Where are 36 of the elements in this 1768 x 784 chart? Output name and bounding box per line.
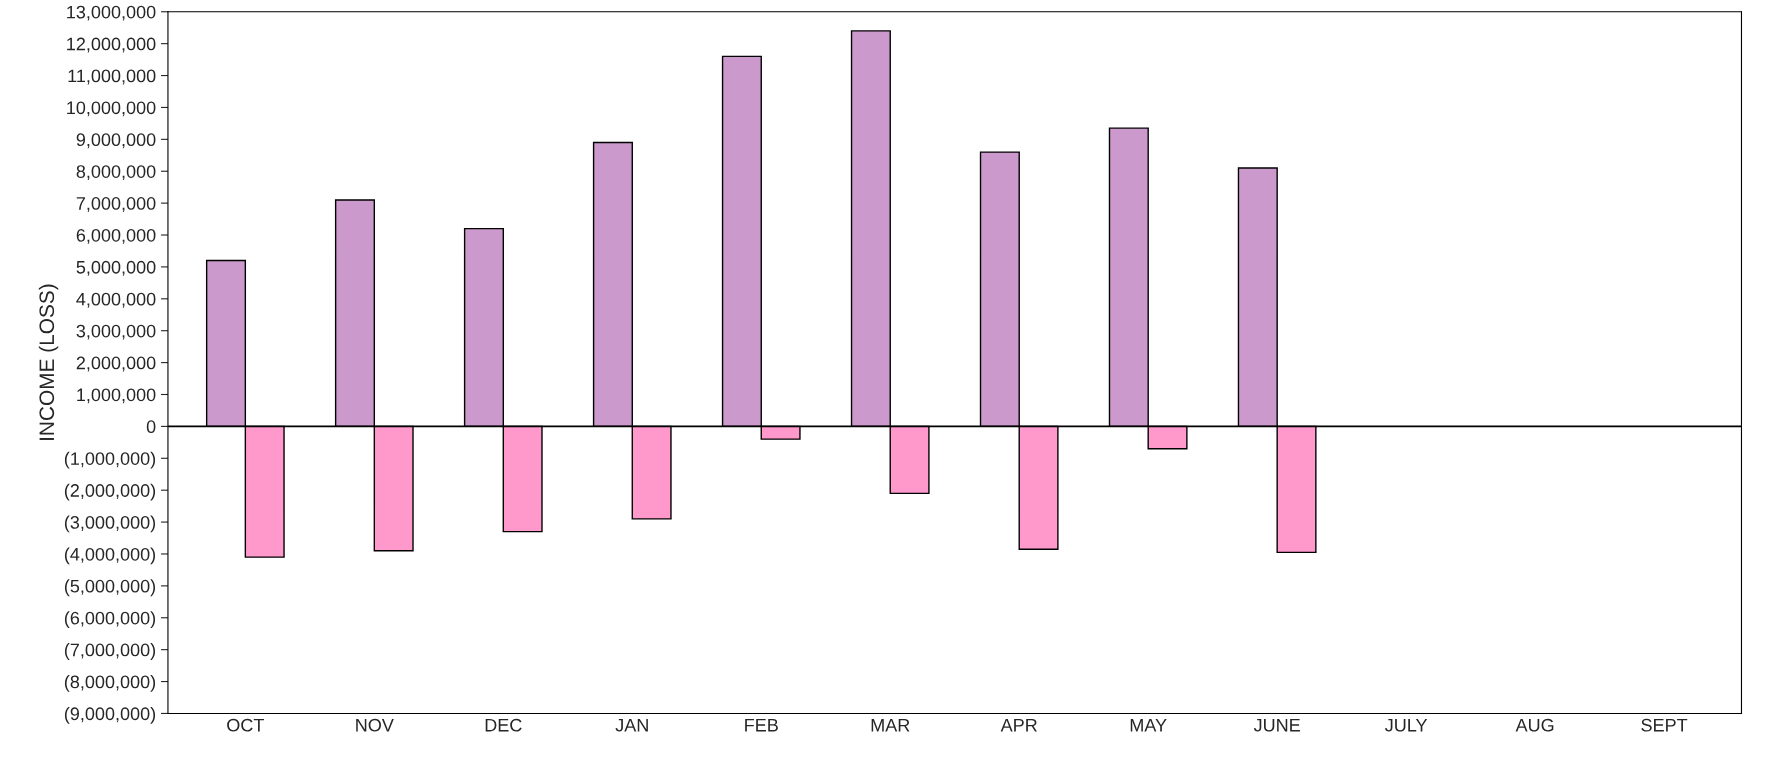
- y-tick-label: (5,000,000): [64, 579, 156, 597]
- y-tick-label: 13,000,000: [67, 5, 156, 21]
- y-tick-label: 8,000,000: [76, 165, 156, 181]
- x-tick-label: FEB: [745, 718, 778, 732]
- y-tick-label: 2,000,000: [76, 356, 156, 372]
- x-tick-label: AUG: [1515, 718, 1554, 732]
- x-tick-label: SEPT: [1641, 718, 1688, 732]
- x-tick-label: JAN: [615, 718, 648, 732]
- x-tick-label: MAY: [1130, 718, 1167, 732]
- y-tick-label: 10,000,000: [67, 101, 156, 117]
- y-tick-label: 6,000,000: [76, 228, 156, 244]
- y-tick-label: (8,000,000): [64, 675, 156, 692]
- y-tick-label: (6,000,000): [64, 611, 156, 629]
- y-tick-label: 3,000,000: [76, 324, 156, 340]
- y-axis-title: INCOME (LOSS): [38, 284, 59, 440]
- y-tick-label: 5,000,000: [76, 260, 156, 276]
- y-tick-label: 7,000,000: [76, 197, 156, 212]
- y-tick-label: 11,000,000: [68, 69, 156, 85]
- y-tick-label: 4,000,000: [76, 292, 156, 308]
- x-tick-label: MAR: [871, 718, 910, 732]
- x-tick-label: APR: [1000, 718, 1037, 732]
- x-tick-label: DEC: [485, 718, 522, 732]
- y-tick-label: (7,000,000): [64, 643, 156, 660]
- y-tick-label: 1,000,000: [77, 388, 156, 404]
- x-tick-label: OCT: [227, 718, 264, 732]
- x-tick-label: JULY: [1385, 718, 1428, 732]
- y-tick-label: 12,000,000: [67, 37, 156, 53]
- x-tick-label: NOV: [356, 718, 394, 732]
- x-tick-label: JUNE: [1253, 718, 1300, 732]
- y-tick-label: (4,000,000): [64, 547, 156, 565]
- y-tick-label: (9,000,000): [64, 706, 156, 724]
- y-tick-label: (3,000,000): [64, 515, 156, 533]
- y-tick-label: 9,000,000: [76, 133, 156, 149]
- y-tick-label: (1,000,000): [64, 451, 156, 469]
- y-tick-label: 0: [146, 420, 156, 434]
- y-tick-label: (2,000,000): [64, 483, 156, 501]
